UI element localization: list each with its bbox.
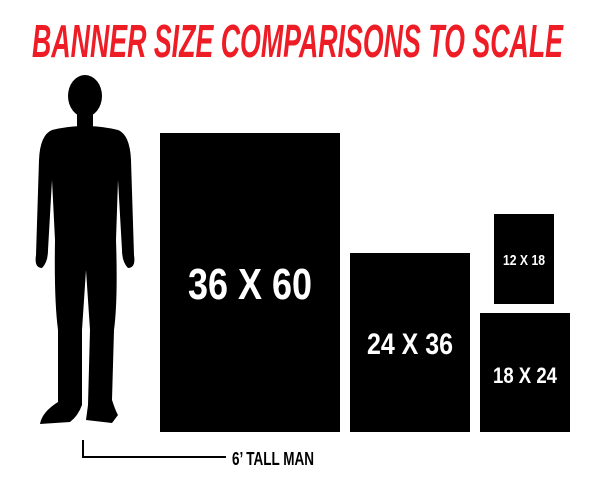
banner-12x18: 12 X 18 — [494, 214, 554, 304]
banner-label: 24 X 36 — [367, 328, 453, 361]
banner-label: 18 X 24 — [493, 363, 558, 388]
banner-label: 36 X 60 — [188, 260, 312, 309]
height-bracket-line — [82, 440, 226, 458]
diagram-title: BANNER SIZE COMPARISONS TO SCALE — [32, 15, 564, 67]
banner-label: 12 X 18 — [503, 252, 545, 269]
banner-36x60: 36 X 60 — [160, 133, 340, 432]
banner-24x36: 24 X 36 — [350, 253, 470, 432]
banner-18x24: 18 X 24 — [480, 313, 570, 432]
person-height-label: 6’ TALL MAN — [232, 449, 314, 469]
man-silhouette-icon — [35, 75, 135, 424]
